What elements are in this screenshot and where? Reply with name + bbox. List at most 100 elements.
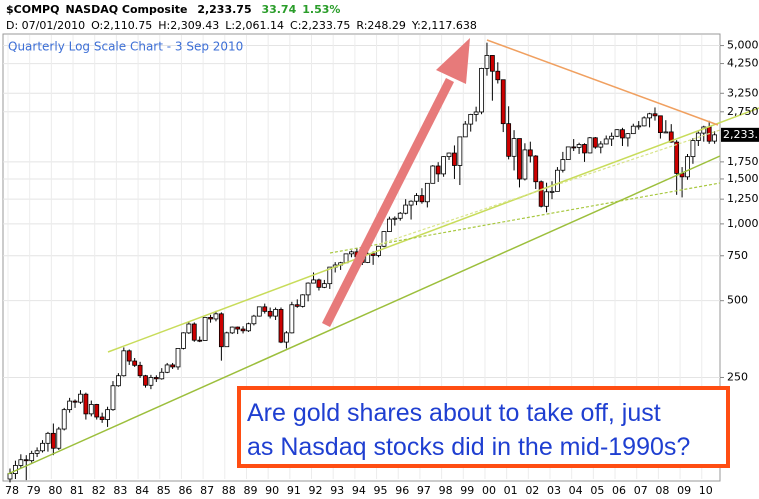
candle-body (181, 332, 186, 349)
quote-line: $COMPQ NASDAQ Composite 2,233.75 33.74 1.5… (6, 3, 346, 16)
candle-body (311, 279, 316, 284)
x-tick-label: 79 (27, 484, 41, 497)
candle-body (565, 146, 571, 160)
candle-body (300, 294, 306, 307)
candle-body (517, 138, 522, 180)
candle-body (403, 204, 409, 214)
candle-body (148, 377, 154, 386)
candle-body (712, 134, 717, 142)
annotation-box: Are gold shares about to take off, just … (237, 386, 730, 468)
x-tick-label: 95 (374, 484, 388, 497)
candle-body (452, 152, 457, 166)
candle-body (668, 131, 674, 143)
candle-body (29, 452, 35, 462)
chart-title: Quarterly Log Scale Chart - 3 Sep 2010 (8, 40, 243, 54)
x-tick-label: 97 (417, 484, 431, 497)
candle-body (549, 190, 555, 193)
candle-body (381, 231, 387, 247)
candle-body (197, 339, 203, 342)
candle-body (468, 114, 474, 125)
candle-body (94, 404, 100, 418)
x-tick-label: 99 (460, 484, 474, 497)
candle-body (213, 313, 219, 320)
candle-body (61, 409, 67, 430)
date: D: 07/01/2010 (6, 19, 86, 32)
candle-body (67, 400, 73, 411)
x-tick-label: 93 (330, 484, 344, 497)
y-value: Y:2,117.638 (411, 19, 477, 32)
candle-body (218, 313, 224, 348)
instrument-name: NASDAQ Composite (65, 3, 188, 16)
candle-body (191, 323, 197, 341)
x-tick-label: 03 (547, 484, 561, 497)
candle-body (462, 123, 468, 138)
candle-body (392, 217, 398, 220)
x-tick-label: 80 (48, 484, 62, 497)
x-tick-label: 81 (70, 484, 84, 497)
x-tick-label: 82 (92, 484, 106, 497)
lower-channel (7, 155, 721, 475)
range: R:248.29 (356, 19, 406, 32)
candle-body (408, 200, 414, 206)
candle-body (397, 212, 403, 219)
open: O:2,110.75 (91, 19, 153, 32)
x-tick-label: 91 (287, 484, 301, 497)
candle-body (170, 364, 176, 368)
candle-body (137, 364, 143, 377)
candle-body (23, 459, 29, 462)
candle-body (365, 253, 371, 263)
candle-body (527, 149, 533, 157)
y-tick-label: 4,250 (727, 57, 759, 70)
x-tick-label: 07 (634, 484, 648, 497)
candle-body (663, 131, 669, 134)
candle-body (110, 385, 116, 411)
candle-body (284, 332, 289, 343)
candle-body (576, 144, 582, 148)
candle-body (45, 432, 51, 444)
last-price: 2,233.75 (197, 3, 252, 16)
x-tick-label: 04 (569, 484, 583, 497)
candle-body (658, 115, 663, 134)
candle-body (625, 133, 631, 139)
candle-body (582, 144, 587, 154)
candle-body (278, 309, 284, 343)
candle-body (72, 400, 78, 403)
candle-body (386, 218, 392, 232)
candle-body (208, 316, 213, 320)
candle-body (424, 182, 430, 203)
plot-frame (2, 33, 721, 482)
candle-body (289, 304, 295, 334)
candle-body (620, 129, 625, 139)
candle-body (251, 315, 257, 325)
candle-body (506, 123, 512, 157)
dotted-trend (329, 182, 721, 254)
candle-body (414, 195, 419, 202)
candle-body (235, 326, 241, 330)
candle-body (99, 416, 105, 420)
change-pct: 1.53% (302, 3, 341, 16)
candle-body (327, 266, 333, 285)
x-tick-label: 89 (243, 484, 257, 497)
change: 33.74 (261, 3, 297, 16)
candle-body (246, 323, 251, 332)
candle-body (56, 428, 62, 449)
candle-body (273, 309, 278, 317)
candle-body (316, 279, 322, 288)
y-tick-label: 750 (727, 249, 748, 262)
ohlc-line: D: 07/01/2010 O:2,110.75 H:2,309.43 L:2,061… (6, 19, 483, 32)
candle-body (652, 113, 658, 117)
candle-body (489, 55, 495, 72)
x-tick-label: 96 (395, 484, 409, 497)
candle-body (83, 393, 89, 415)
candle-body (609, 135, 615, 140)
y-tick-label: 3,250 (727, 86, 759, 99)
candle-body (560, 159, 566, 171)
high: H:2,309.43 (158, 19, 220, 32)
candle-body (419, 195, 425, 203)
candle-body (229, 326, 235, 334)
x-tick-label: 92 (309, 484, 323, 497)
candle-body (294, 304, 300, 307)
y-tick-label: 1,750 (727, 155, 759, 168)
candle-body (240, 328, 246, 332)
candle-body (603, 138, 609, 145)
